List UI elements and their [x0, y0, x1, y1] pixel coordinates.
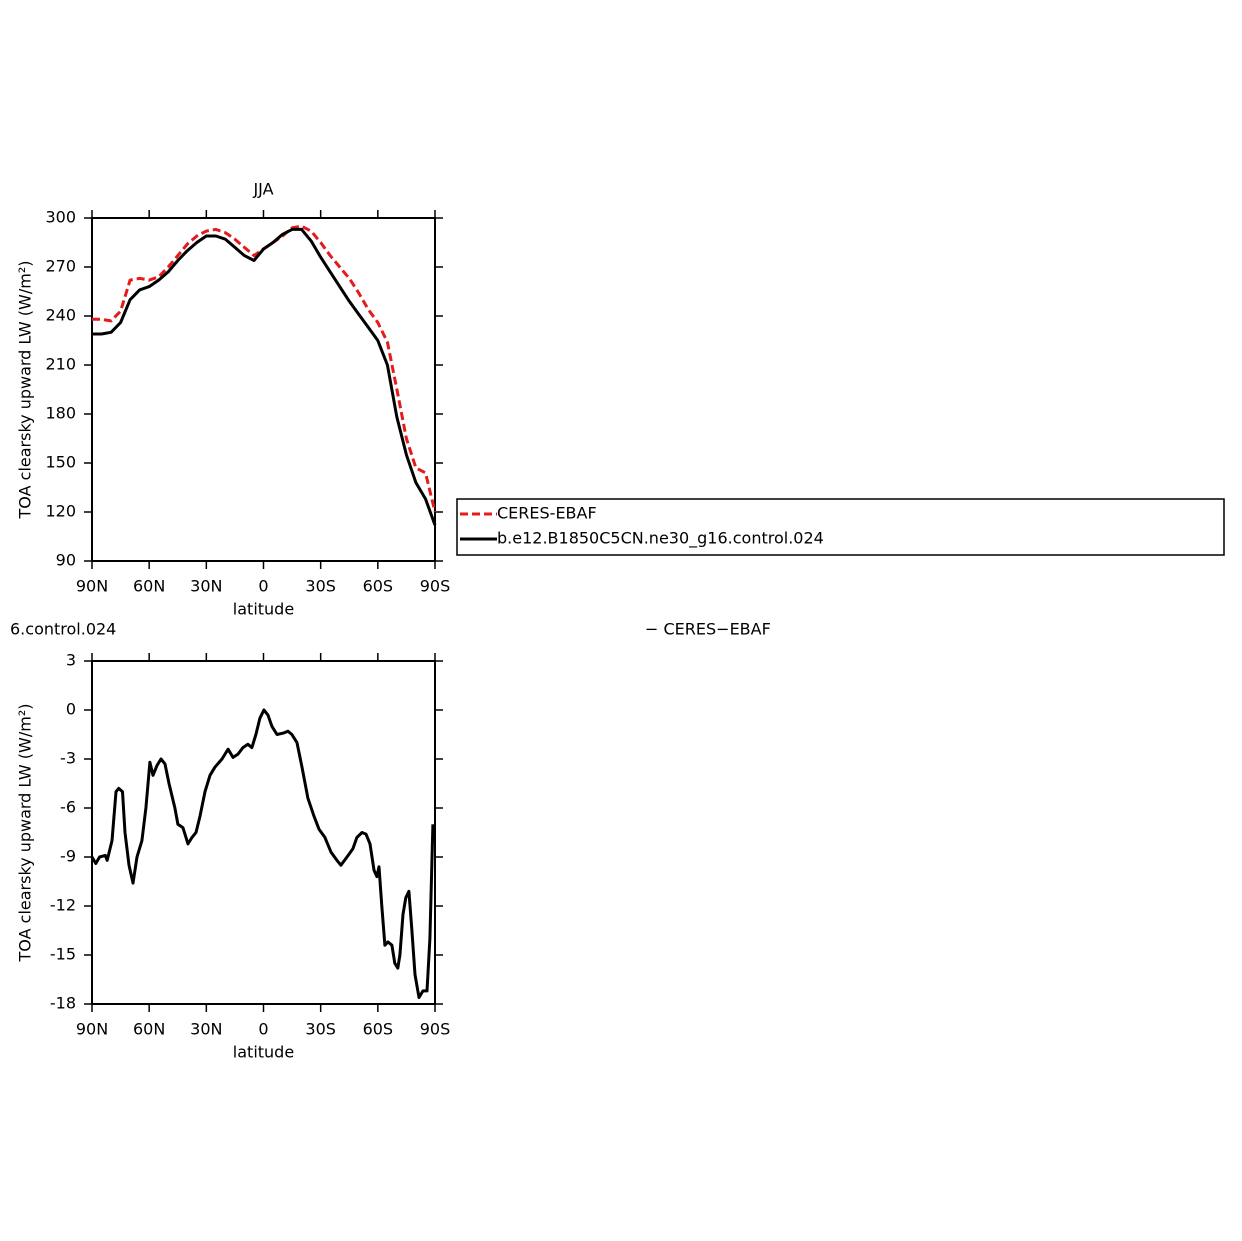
chart-subtitle: − CERES−EBAF	[645, 620, 771, 639]
y-tick-label: 210	[45, 355, 76, 374]
x-tick-label: 60S	[363, 1020, 394, 1039]
y-tick-label: -12	[50, 896, 76, 915]
y-tick-label: 3	[66, 651, 76, 670]
x-tick-label: 60S	[363, 577, 394, 596]
chart-title: JJA	[252, 180, 273, 199]
legend-label: b.e12.B1850C5CN.ne30_g16.control.024	[497, 529, 824, 549]
x-tick-label: 30S	[305, 1020, 336, 1039]
x-tick-label: 30N	[190, 577, 222, 596]
y-tick-label: 300	[45, 208, 76, 227]
data-line	[90, 708, 435, 999]
y-tick-label: 180	[45, 404, 76, 423]
y-tick-label: -3	[60, 749, 76, 768]
data-line	[92, 227, 437, 526]
x-tick-label: 90N	[76, 1020, 108, 1039]
x-tick-label: 90N	[76, 577, 108, 596]
y-tick-label: 270	[45, 257, 76, 276]
x-tick-label: 60N	[133, 577, 165, 596]
y-tick-label: -15	[50, 945, 76, 964]
y-tick-label: -6	[60, 798, 76, 817]
legend-box	[456, 498, 1225, 556]
legend: CERES-EBAF b.e12.B1850C5CN.ne30_g16.contr…	[456, 498, 1225, 556]
y-tick-label: -9	[60, 847, 76, 866]
data-line	[92, 224, 437, 513]
legend-label: CERES-EBAF	[497, 504, 597, 523]
x-tick-label: 60N	[133, 1020, 165, 1039]
y-tick-label: 240	[45, 306, 76, 325]
y-axis-label: TOA clearsky upward LW (W/m²)	[16, 261, 35, 520]
x-tick-label: 0	[258, 1020, 268, 1039]
x-tick-label: 30S	[305, 577, 336, 596]
y-axis-label: TOA clearsky upward LW (W/m²)	[16, 704, 35, 963]
x-tick-label: 90S	[420, 577, 451, 596]
x-tick-label: 0	[258, 577, 268, 596]
plot-frame	[91, 217, 436, 562]
y-tick-label: -18	[50, 994, 76, 1013]
x-axis-label: latitude	[233, 600, 294, 619]
x-tick-label: 90S	[420, 1020, 451, 1039]
chart-title: 6.control.024	[10, 620, 116, 639]
y-tick-label: 90	[56, 551, 76, 570]
y-tick-label: 120	[45, 502, 76, 521]
x-axis-label: latitude	[233, 1043, 294, 1062]
x-tick-label: 30N	[190, 1020, 222, 1039]
y-tick-label: 0	[66, 700, 76, 719]
y-tick-label: 150	[45, 453, 76, 472]
